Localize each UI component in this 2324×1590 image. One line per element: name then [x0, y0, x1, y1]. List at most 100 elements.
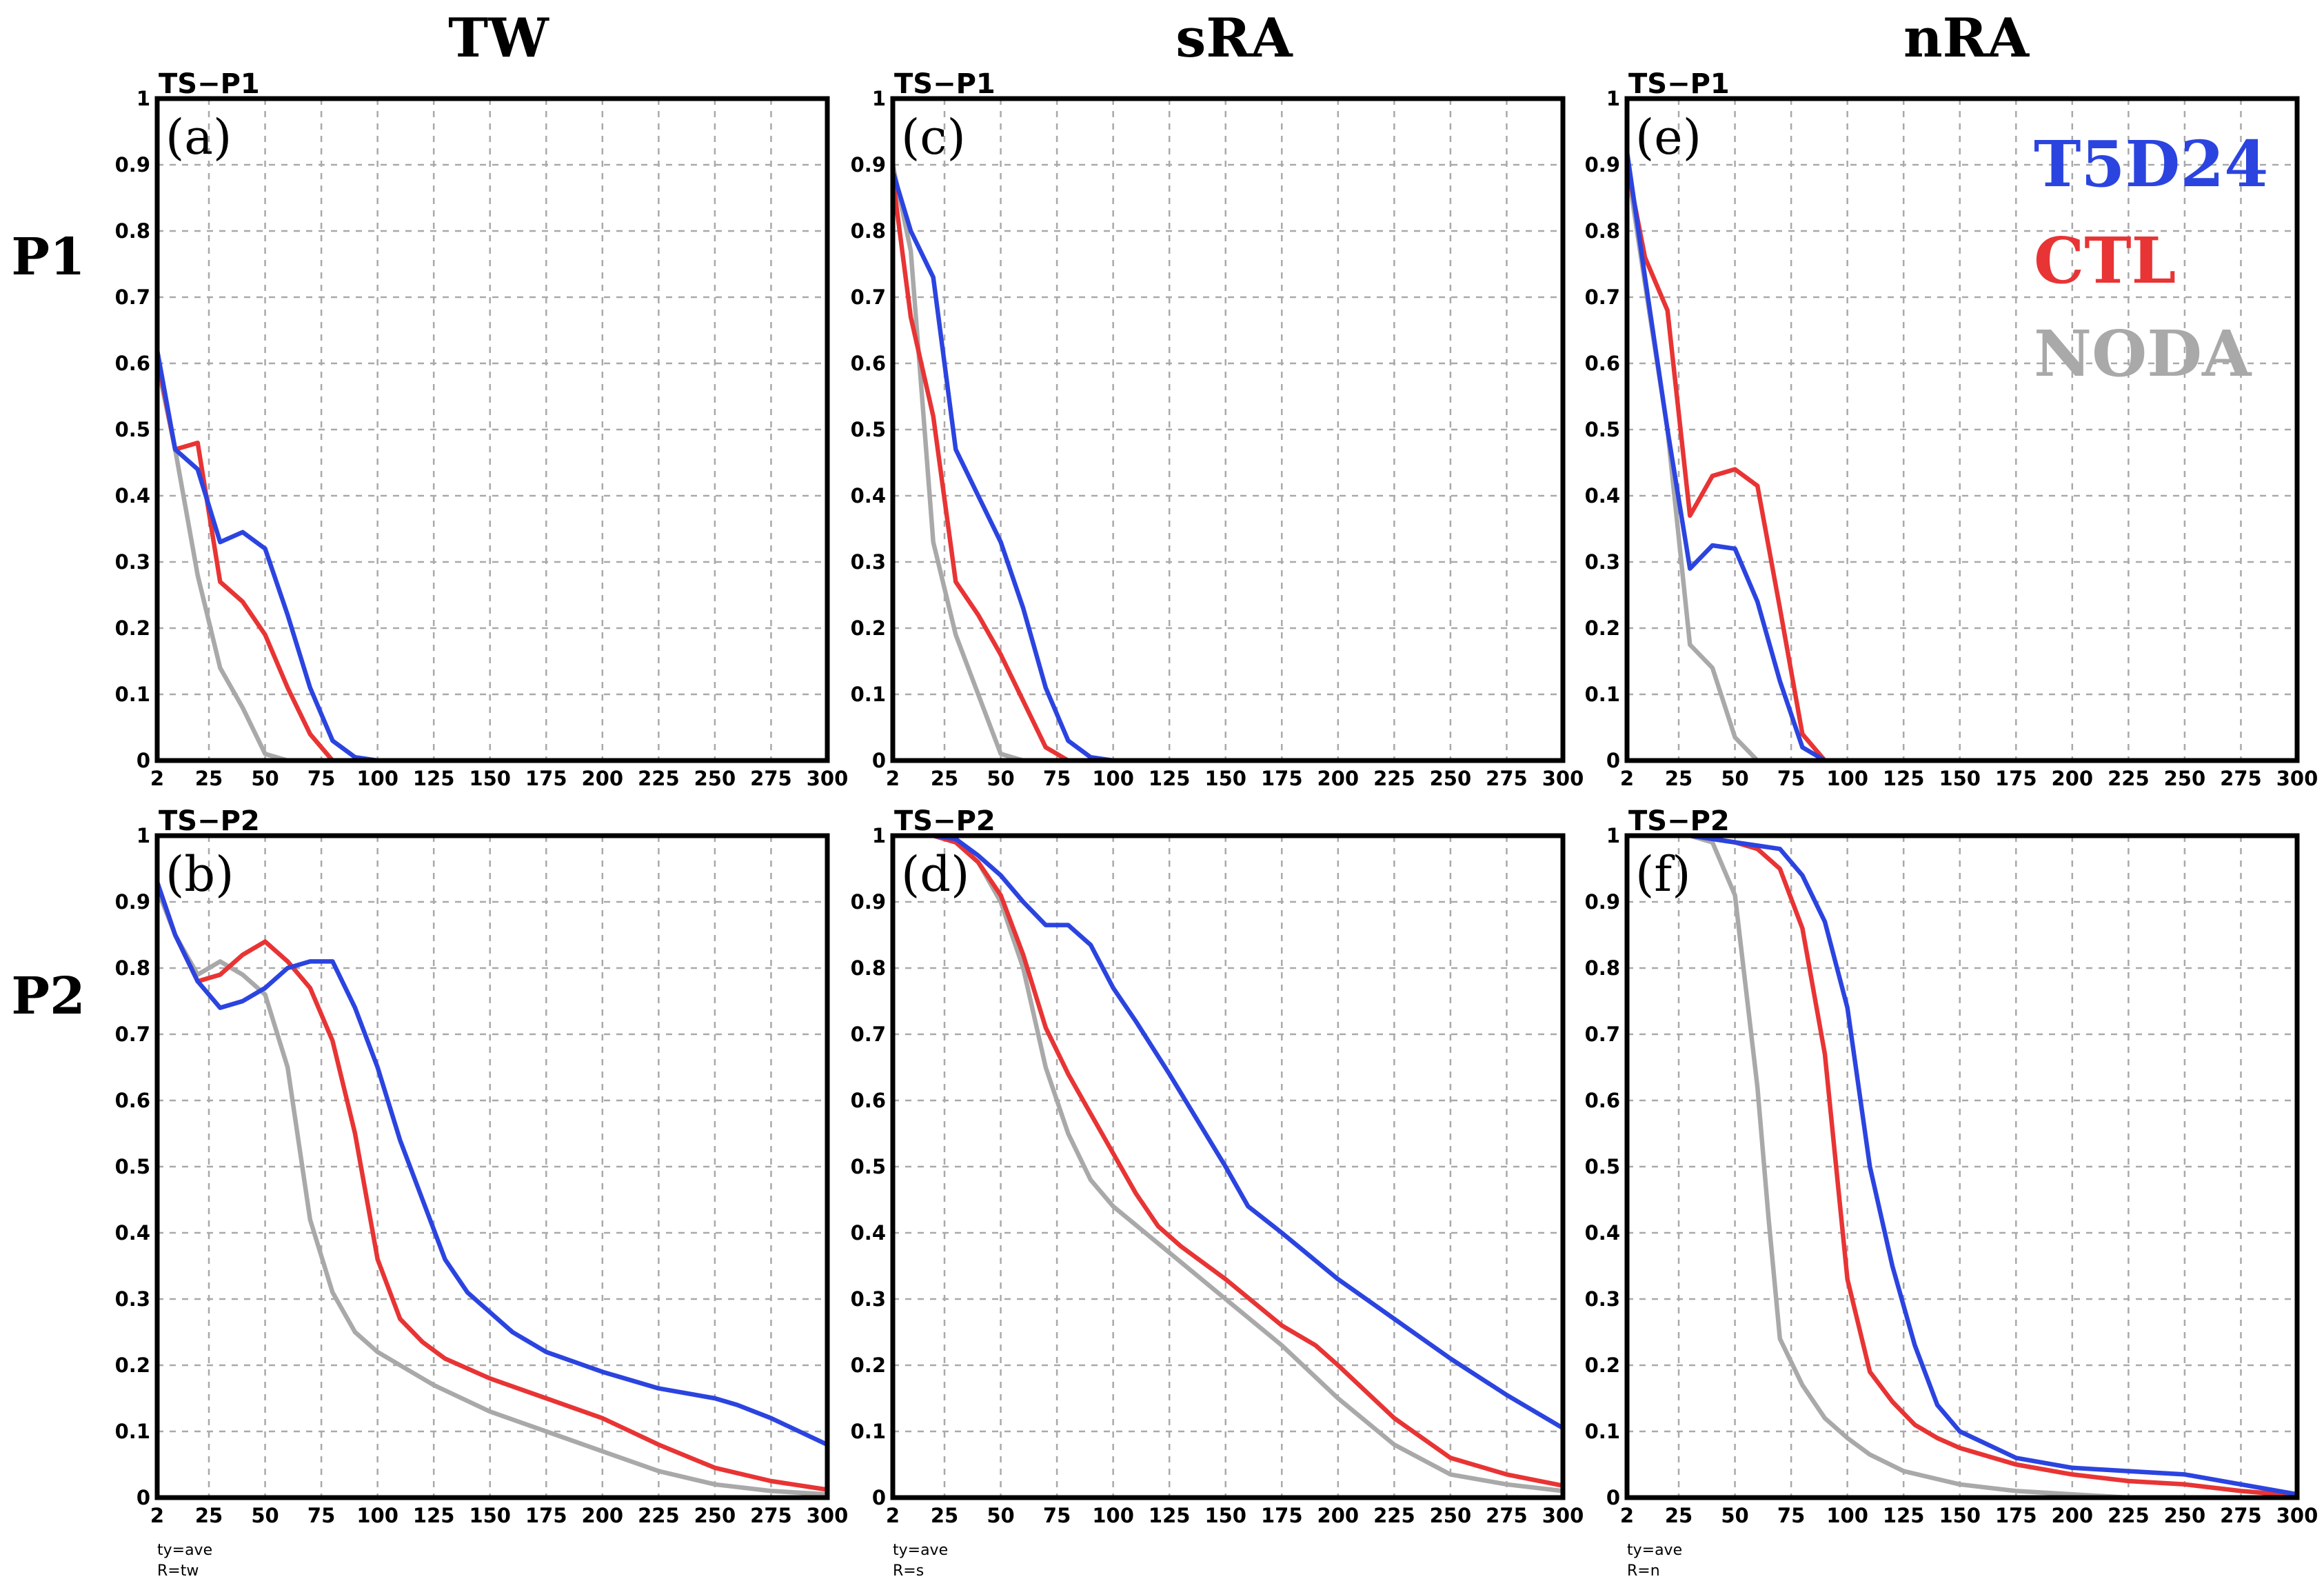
- x-tick-label: 25: [1665, 1504, 1693, 1527]
- series-line-t5d24: [890, 833, 1566, 1431]
- footnote-type: ty=ave: [893, 1542, 948, 1559]
- panel-letter: (d): [901, 846, 969, 903]
- x-tick-label: 275: [1486, 1504, 1528, 1527]
- y-tick-label: 0: [137, 1486, 150, 1509]
- panel-title: TS−P2: [1628, 805, 1730, 837]
- panel-letter: (f): [1635, 846, 1691, 903]
- x-tick-label: 225: [2108, 1504, 2150, 1527]
- panel-title: TS−P1: [894, 68, 996, 100]
- y-tick-label: 0.6: [851, 352, 886, 375]
- x-tick-label: 275: [2220, 767, 2262, 790]
- x-tick-label: 2: [150, 1504, 164, 1527]
- y-tick-label: 0.7: [115, 285, 150, 309]
- x-tick-label: 25: [195, 1504, 223, 1527]
- chart-panel-f: 2 25 50 75 100 125 150 175 200 225 250 275 30000.10.…: [1585, 805, 2318, 1527]
- y-tick-label: 0.6: [1585, 1089, 1620, 1112]
- column-title-nra: nRA: [1903, 7, 2030, 70]
- panel-letter: (c): [901, 109, 966, 165]
- plot-frame: [890, 96, 1566, 763]
- x-tick-label: 25: [195, 767, 223, 790]
- y-tick-label: 0.4: [1585, 1221, 1620, 1245]
- x-tick-label: 200: [2052, 767, 2094, 790]
- x-tick-label: 300: [2276, 767, 2318, 790]
- column-title-tw: TW: [448, 7, 549, 70]
- chart-panel-e: 2 25 50 75 100 125 150 175 200 225 250 275 30000.10.…: [1585, 68, 2318, 790]
- x-tick-label: 275: [1486, 767, 1528, 790]
- x-tick-label: 125: [1883, 1504, 1925, 1527]
- x-tick-label: 100: [1092, 1504, 1134, 1527]
- series-line-ctl: [890, 833, 1566, 1488]
- x-tick-label: 200: [2052, 1504, 2094, 1527]
- x-tick-label: 175: [1995, 1504, 2037, 1527]
- y-tick-label: 0.2: [1585, 1353, 1620, 1377]
- legend: T5D24 CTL NODA: [2034, 127, 2268, 391]
- y-tick-label: 0.8: [851, 956, 886, 980]
- y-tick-label: 0.3: [1585, 1287, 1620, 1311]
- y-tick-label: 0.3: [115, 1287, 150, 1311]
- x-tick-label: 25: [1665, 767, 1693, 790]
- y-tick-label: 1: [137, 87, 150, 110]
- y-tick-label: 0.2: [851, 616, 886, 640]
- x-tick-label: 125: [413, 1504, 455, 1527]
- x-tick-label: 275: [750, 1504, 792, 1527]
- y-tick-label: 0.9: [115, 890, 150, 914]
- plot-frame: [154, 833, 830, 1500]
- x-tick-label: 2: [886, 767, 900, 790]
- series-line-noda: [154, 886, 830, 1497]
- x-tick-label: 100: [356, 767, 398, 790]
- x-tick-label: 150: [1939, 1504, 1981, 1527]
- y-tick-label: 1: [872, 824, 886, 847]
- y-tick-label: 0.9: [851, 890, 886, 914]
- x-tick-label: 200: [1317, 767, 1360, 790]
- plot-frame: [1624, 96, 2300, 763]
- y-tick-label: 0.6: [1585, 352, 1620, 375]
- column-title-sra: sRA: [1175, 7, 1293, 70]
- y-tick-label: 0.9: [1585, 890, 1620, 914]
- x-tick-label: 250: [2164, 1504, 2206, 1527]
- plot-frame: [154, 96, 830, 763]
- series-line-ctl: [1624, 162, 1850, 763]
- x-tick-label: 250: [2164, 767, 2206, 790]
- x-tick-label: 275: [2220, 1504, 2262, 1527]
- y-tick-label: 0.2: [1585, 616, 1620, 640]
- chart-panels: 2 25 50 75 100 125 150 175 200 225 250 275 30000.10.…: [115, 68, 2318, 1527]
- x-tick-label: 175: [525, 767, 567, 790]
- panel-letter: (e): [1635, 109, 1701, 165]
- plot-frame: [1624, 833, 2300, 1500]
- y-tick-label: 0.4: [851, 484, 886, 507]
- x-tick-label: 250: [694, 1504, 736, 1527]
- x-tick-label: 300: [1542, 1504, 1584, 1527]
- y-tick-label: 0.4: [115, 484, 150, 507]
- x-tick-label: 75: [1777, 767, 1805, 790]
- x-tick-label: 175: [1995, 767, 2037, 790]
- y-tick-label: 0.2: [115, 1353, 150, 1377]
- y-tick-label: 0.6: [115, 1089, 150, 1112]
- y-tick-label: 0.5: [851, 1155, 886, 1178]
- panel-title: TS−P2: [159, 805, 260, 837]
- x-tick-label: 250: [1430, 1504, 1472, 1527]
- x-tick-label: 200: [582, 767, 624, 790]
- chart-panel-d: 2 25 50 75 100 125 150 175 200 225 250 275 30000.10.…: [851, 805, 1584, 1527]
- x-tick-label: 50: [251, 1504, 279, 1527]
- y-tick-label: 0.1: [115, 1420, 150, 1443]
- y-tick-label: 0.4: [1585, 484, 1620, 507]
- x-tick-label: 2: [886, 1504, 900, 1527]
- x-tick-label: 2: [1620, 767, 1634, 790]
- legend-entry-noda: NODA: [2034, 316, 2252, 391]
- row-label-p1: P1: [11, 228, 85, 287]
- x-tick-label: 2: [1620, 1504, 1634, 1527]
- y-tick-label: 0.3: [851, 550, 886, 574]
- chart-panel-c: 2 25 50 75 100 125 150 175 200 225 250 275 30000.10.…: [851, 68, 1584, 790]
- x-tick-label: 150: [469, 1504, 511, 1527]
- y-tick-label: 0.8: [1585, 956, 1620, 980]
- panel-letter: (b): [165, 846, 234, 903]
- footnotes: ty=ave R=tw ty=ave R=s ty=ave R=n: [157, 1542, 1682, 1580]
- panel-title: TS−P1: [1628, 68, 1730, 100]
- y-tick-label: 0.3: [851, 1287, 886, 1311]
- y-tick-label: 0.1: [1585, 1420, 1620, 1443]
- y-tick-label: 0: [1606, 1486, 1620, 1509]
- footnote-region: R=s: [893, 1562, 924, 1580]
- x-tick-label: 250: [694, 767, 736, 790]
- footnote-region: R=tw: [157, 1562, 199, 1580]
- y-tick-label: 0.7: [1585, 285, 1620, 309]
